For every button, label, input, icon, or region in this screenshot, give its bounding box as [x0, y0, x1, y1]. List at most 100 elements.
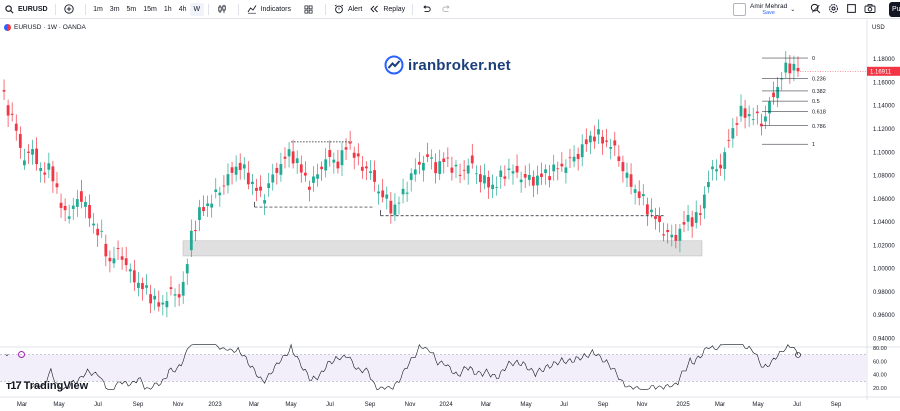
rsi-indicator-icon[interactable] [17, 350, 25, 358]
chart-type-button[interactable] [213, 0, 234, 19]
candle [560, 152, 564, 172]
timeframe-1m[interactable]: 1m [93, 5, 103, 13]
collapse-chevron-icon[interactable]: ⌄ [4, 351, 10, 358]
quick-search-button[interactable] [810, 3, 821, 16]
candle-body [621, 162, 625, 172]
candle [739, 94, 743, 123]
time-tick-label: Nov [637, 402, 648, 408]
candle [336, 149, 340, 174]
symbol-search[interactable]: EURUSD [0, 0, 51, 19]
timeframe-3m[interactable]: 3m [109, 5, 120, 13]
candle-body [584, 139, 588, 145]
candle-body [230, 167, 234, 173]
candle [27, 144, 30, 164]
candle [251, 173, 254, 195]
timeframe-4h[interactable]: 4h [178, 5, 187, 13]
candle [552, 154, 556, 181]
time-tick-label: May [752, 402, 763, 408]
tradingview-logo[interactable]: ᴛ17 TradingView [6, 380, 88, 392]
time-axis-labels: Mar May Jul Sep Nov 2023 Mar May Jul Sep Nov 2024 Ma… [17, 402, 842, 408]
undo-button[interactable] [417, 0, 438, 19]
candle [442, 152, 446, 174]
candle [181, 271, 185, 304]
price-chart[interactable]: 1.18000 1.16000 1.14000 1.12000 1.10000 1.080… [0, 20, 900, 411]
current-price-badge [867, 66, 900, 76]
candle [499, 165, 503, 189]
candle [153, 288, 157, 311]
candle [255, 178, 258, 202]
compare-button[interactable] [60, 0, 81, 19]
alert-button[interactable]: Alert [330, 0, 365, 19]
candle-body [312, 176, 315, 183]
snapshot-button[interactable] [864, 3, 876, 16]
top-toolbar: EURUSD 1m 3m 5m 15m 1h 4h W Indicators A… [0, 0, 900, 19]
indicators-button[interactable]: Indicators [243, 0, 294, 19]
candle [743, 99, 747, 129]
candle-body [446, 157, 450, 159]
candle-body [324, 159, 328, 171]
timeframe-1h[interactable]: 1h [163, 5, 172, 13]
candle [340, 142, 344, 176]
candle-body [328, 150, 332, 158]
layouts-button[interactable] [300, 0, 321, 19]
candle [234, 155, 238, 182]
candle-body [157, 302, 161, 307]
candle-body [788, 63, 792, 74]
candle [702, 186, 706, 219]
time-tick-label: Mar [17, 402, 27, 408]
candle [417, 152, 421, 175]
candle-body [759, 123, 763, 127]
time-tick-label: 2024 [439, 402, 453, 408]
candle-body [572, 156, 576, 162]
settings-button[interactable] [828, 3, 839, 16]
user-layout-menu[interactable]: Amir Mehrad Save ⌄ [733, 1, 795, 18]
time-tick-label: 2023 [208, 402, 222, 408]
fullscreen-button[interactable] [846, 3, 857, 16]
candle-body [51, 166, 55, 182]
candle-body [417, 161, 421, 165]
replay-button[interactable]: Replay [365, 0, 408, 19]
publish-button[interactable]: Pu [889, 2, 900, 17]
candle-body [405, 192, 409, 194]
candle [132, 259, 136, 291]
candle [409, 168, 413, 192]
timeframe-5m[interactable]: 5m [126, 5, 137, 13]
candle-body [132, 270, 136, 283]
candle [161, 294, 165, 316]
candle [511, 164, 515, 185]
candle [279, 152, 283, 182]
candle-body [698, 213, 702, 215]
candle [165, 291, 169, 318]
redo-button[interactable] [438, 0, 459, 19]
candle-body [365, 166, 368, 169]
candle [792, 55, 796, 82]
candle-body [189, 230, 193, 251]
candle-body [218, 192, 222, 196]
candle-body [430, 157, 433, 159]
candle [14, 114, 18, 141]
candle [438, 149, 442, 180]
candle [474, 165, 478, 185]
currency-label[interactable]: USD [872, 25, 885, 31]
candle [768, 96, 771, 126]
candle-body [267, 183, 271, 188]
candle [348, 130, 352, 150]
candle [2, 79, 6, 101]
candle-body [356, 153, 360, 157]
candle [731, 118, 735, 148]
candle [381, 178, 385, 203]
candle [776, 77, 780, 108]
candle-body [352, 152, 356, 158]
grid-icon [303, 3, 315, 15]
divider [54, 3, 56, 15]
rsi-tick-label: 60.00 [873, 359, 887, 365]
candle [88, 194, 91, 227]
timeframe-15m[interactable]: 15m [143, 5, 157, 13]
candle-body [739, 105, 743, 117]
candle [230, 161, 234, 185]
candle [707, 170, 710, 193]
timeframe-w[interactable]: W [189, 2, 204, 16]
candle [597, 119, 600, 144]
candle-body [251, 181, 254, 185]
candle-body [409, 173, 413, 180]
